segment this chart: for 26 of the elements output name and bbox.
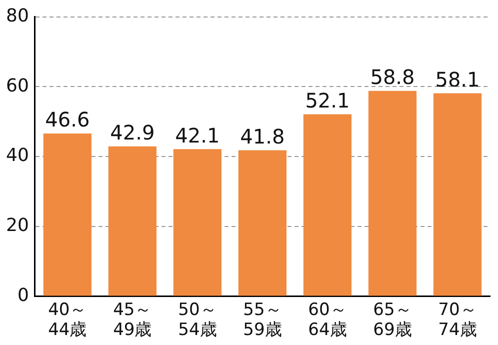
- data-label: 41.8: [240, 124, 285, 148]
- y-tick-label: 60: [6, 75, 29, 96]
- y-tick-label: 40: [6, 145, 29, 166]
- x-tick-label: 40～ 44歳: [48, 300, 87, 340]
- x-tick-label: 45～ 49歳: [113, 300, 152, 340]
- bar: [108, 146, 156, 296]
- x-tick-label: 60～ 64歳: [308, 300, 347, 340]
- data-label: 52.1: [305, 88, 350, 112]
- data-label: 42.9: [110, 120, 155, 145]
- bar: [303, 114, 352, 296]
- data-label: 42.1: [175, 123, 220, 148]
- bar: [173, 149, 222, 296]
- bar: [368, 90, 417, 296]
- x-tick-label: 50～ 54歳: [178, 300, 217, 340]
- y-tick-label: 80: [6, 5, 29, 26]
- x-tick-label: 70～ 74歳: [438, 300, 477, 340]
- bar: [238, 150, 287, 296]
- bar: [43, 133, 92, 296]
- bar: [433, 93, 482, 296]
- data-label: 46.6: [45, 108, 90, 132]
- x-tick-label: 55～ 59歳: [243, 300, 282, 340]
- data-label: 58.8: [370, 65, 415, 90]
- y-tick-label: 20: [6, 215, 29, 236]
- data-label: 58.1: [435, 67, 480, 92]
- y-tick-label: 0: [17, 284, 29, 306]
- x-tick-label: 65～ 69歳: [373, 300, 412, 340]
